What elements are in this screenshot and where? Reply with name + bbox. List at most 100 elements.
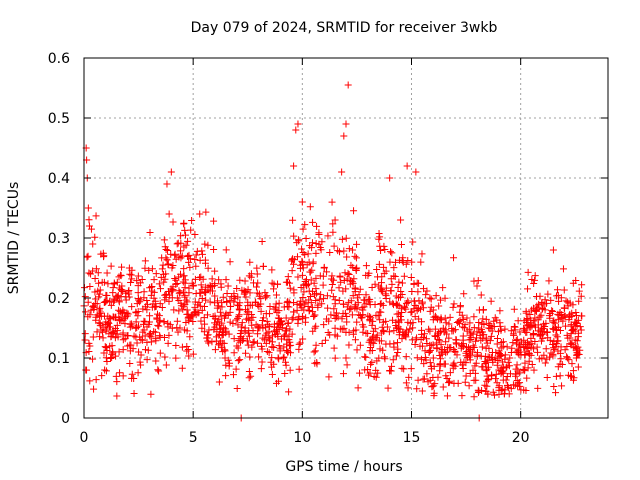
data-point: [377, 337, 385, 345]
data-point: [233, 342, 241, 350]
data-point: [347, 277, 355, 285]
data-point: [545, 277, 553, 285]
data-point: [223, 297, 231, 305]
data-point: [356, 341, 364, 349]
data-point: [359, 306, 367, 314]
data-point: [338, 168, 346, 176]
data-point: [376, 316, 384, 324]
data-point: [382, 284, 390, 292]
data-point: [488, 323, 496, 331]
data-point: [178, 364, 186, 372]
data-point: [96, 310, 104, 318]
data-point: [532, 323, 540, 331]
data-point: [534, 384, 542, 392]
data-point: [162, 290, 170, 298]
data-point: [421, 330, 429, 338]
data-point: [161, 243, 169, 251]
data-point: [233, 384, 241, 392]
data-point: [296, 339, 304, 347]
data-point: [318, 340, 326, 348]
data-point: [241, 328, 249, 336]
data-point: [287, 341, 295, 349]
data-point: [309, 327, 317, 335]
data-point: [485, 319, 493, 327]
data-point: [191, 303, 199, 311]
data-point: [389, 356, 397, 364]
data-point: [526, 311, 534, 319]
data-point: [499, 369, 507, 377]
data-point: [376, 233, 384, 241]
x-tick-labels: 0 5 10 15 20: [80, 430, 530, 446]
data-point: [299, 294, 307, 302]
data-point: [444, 343, 452, 351]
data-point: [127, 279, 135, 287]
data-point: [379, 318, 387, 326]
data-point: [208, 275, 216, 283]
data-point: [285, 388, 293, 396]
data-point: [295, 345, 303, 353]
data-point: [165, 210, 173, 218]
data-point: [183, 298, 191, 306]
data-point: [215, 316, 223, 324]
data-point: [379, 346, 387, 354]
data-point: [115, 348, 123, 356]
data-point: [122, 293, 130, 301]
data-point: [483, 358, 491, 366]
data-point: [551, 319, 559, 327]
data-point: [303, 282, 311, 290]
data-point: [179, 272, 187, 280]
data-point: [543, 355, 551, 363]
data-point: [136, 358, 144, 366]
data-point: [198, 247, 206, 255]
data-point: [417, 318, 425, 326]
data-point: [247, 310, 255, 318]
data-point: [290, 162, 298, 170]
data-point: [210, 217, 218, 225]
data-point: [522, 307, 530, 315]
data-point: [437, 296, 445, 304]
data-point: [220, 339, 228, 347]
data-point: [463, 314, 471, 322]
data-point: [89, 303, 97, 311]
data-point: [488, 372, 496, 380]
data-point: [304, 250, 312, 258]
data-point: [231, 295, 239, 303]
data-point: [152, 357, 160, 365]
data-point: [220, 324, 228, 332]
data-point: [345, 270, 353, 278]
data-point: [490, 317, 498, 325]
data-point: [185, 258, 193, 266]
data-point: [563, 353, 571, 361]
data-point: [100, 312, 108, 320]
data-point: [342, 234, 350, 242]
data-point: [429, 306, 437, 314]
data-point: [162, 361, 170, 369]
data-point: [562, 297, 570, 305]
data-point: [312, 240, 320, 248]
data-point: [375, 354, 383, 362]
data-point: [109, 284, 117, 292]
data-point: [319, 272, 327, 280]
data-point: [110, 280, 118, 288]
data-point: [402, 379, 410, 387]
data-point: [108, 342, 116, 350]
data-point: [107, 262, 115, 270]
data-point: [553, 326, 561, 334]
data-point: [310, 312, 318, 320]
data-point: [525, 323, 533, 331]
data-point: [204, 264, 212, 272]
data-point: [317, 291, 325, 299]
data-point: [186, 263, 194, 271]
data-point: [439, 284, 447, 292]
data-point: [506, 370, 514, 378]
data-point: [244, 341, 252, 349]
data-point: [571, 336, 579, 344]
data-point: [285, 299, 293, 307]
data-point: [169, 218, 177, 226]
data-point: [222, 361, 230, 369]
data-point: [236, 356, 244, 364]
data-point: [478, 363, 486, 371]
data-point: [349, 292, 357, 300]
data-point: [349, 263, 357, 271]
data-point: [143, 296, 151, 304]
